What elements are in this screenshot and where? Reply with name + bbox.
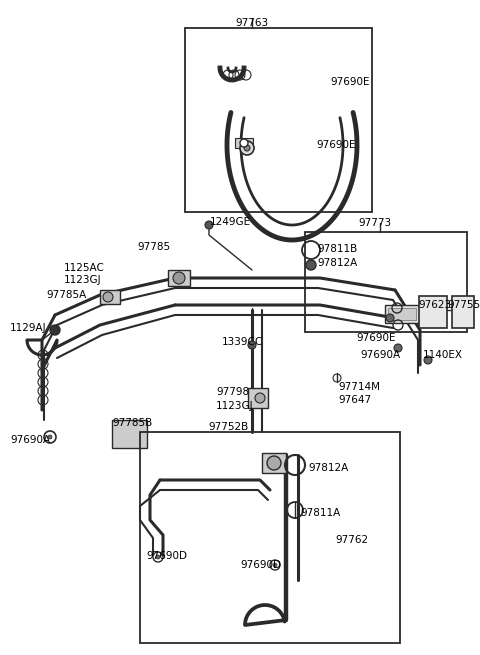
Text: 97785: 97785 <box>137 242 170 252</box>
Text: 97798: 97798 <box>216 387 249 397</box>
Circle shape <box>267 456 281 470</box>
Text: 97785B: 97785B <box>112 418 152 428</box>
Text: 97762: 97762 <box>335 535 368 545</box>
Text: 97763: 97763 <box>235 18 269 28</box>
Bar <box>112 420 147 448</box>
Text: 1123GJ: 1123GJ <box>64 275 102 285</box>
Bar <box>452 296 474 328</box>
Text: 97811A: 97811A <box>300 508 340 518</box>
Text: 97690D: 97690D <box>146 551 187 561</box>
Text: 97690A: 97690A <box>360 350 400 360</box>
Text: 97714M: 97714M <box>338 382 380 392</box>
Text: 1129AJ: 1129AJ <box>10 323 47 333</box>
Circle shape <box>248 341 256 349</box>
Text: 97690E: 97690E <box>316 140 356 150</box>
Circle shape <box>173 272 185 284</box>
Circle shape <box>424 356 432 364</box>
Bar <box>100 290 120 304</box>
Text: 97785A: 97785A <box>46 290 86 300</box>
Bar <box>168 270 190 286</box>
Text: 97647: 97647 <box>338 395 371 405</box>
Bar <box>248 388 268 408</box>
Bar <box>388 308 416 320</box>
Text: 1140EX: 1140EX <box>423 350 463 360</box>
Text: 97752B: 97752B <box>208 422 248 432</box>
Circle shape <box>306 260 316 270</box>
Text: 1123GJ: 1123GJ <box>216 401 253 411</box>
Circle shape <box>240 139 248 147</box>
Text: 97811B: 97811B <box>317 244 357 254</box>
Circle shape <box>205 221 213 229</box>
Text: 97623: 97623 <box>418 300 451 310</box>
Bar <box>262 453 286 473</box>
Circle shape <box>394 344 402 352</box>
Bar <box>235 138 253 148</box>
Bar <box>185 28 372 212</box>
Circle shape <box>273 563 277 567</box>
Text: 97812A: 97812A <box>317 258 357 268</box>
Bar <box>385 305 420 323</box>
Bar <box>305 232 467 332</box>
Bar <box>419 296 447 328</box>
Bar <box>140 432 400 643</box>
Circle shape <box>50 325 60 335</box>
Text: 1249GE: 1249GE <box>210 217 251 227</box>
Text: 1125AC: 1125AC <box>64 263 105 273</box>
Text: 97690E: 97690E <box>356 333 396 343</box>
Circle shape <box>244 145 250 151</box>
Circle shape <box>156 555 160 559</box>
Text: 97812A: 97812A <box>308 463 348 473</box>
Text: 1339CC: 1339CC <box>222 337 263 347</box>
Text: 97690A: 97690A <box>10 435 50 445</box>
Circle shape <box>386 314 394 322</box>
Text: 97773: 97773 <box>358 218 391 228</box>
Circle shape <box>103 292 113 302</box>
Circle shape <box>48 435 52 439</box>
Text: 97755: 97755 <box>447 300 480 310</box>
Circle shape <box>255 393 265 403</box>
Circle shape <box>240 141 254 155</box>
Text: 97690D: 97690D <box>240 560 281 570</box>
Text: 97690E: 97690E <box>330 77 370 87</box>
